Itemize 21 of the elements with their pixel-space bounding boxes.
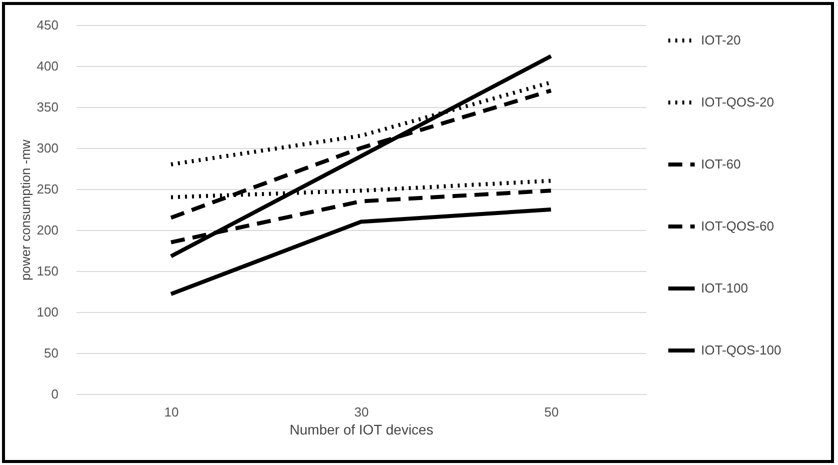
x-tick-label: 30 — [354, 404, 369, 420]
y-tick-label: 200 — [36, 222, 58, 238]
y-tick-label: 350 — [36, 100, 58, 114]
legend-label: IOT-100 — [701, 280, 748, 296]
x-axis-title: Number of IOT devices — [290, 422, 434, 438]
y-tick-label: 450 — [36, 18, 58, 32]
y-tick-label: 0 — [51, 386, 58, 402]
legend-label: IOT-20 — [701, 32, 741, 48]
legend-label: IOT-60 — [701, 156, 741, 172]
x-tick-label: 10 — [164, 404, 179, 420]
y-tick-label: 50 — [44, 346, 58, 360]
legend-label: IOT-QOS-100 — [701, 342, 782, 358]
legend-label: IOT-QOS-20 — [701, 94, 774, 110]
y-tick-label: 300 — [36, 140, 58, 156]
x-tick-label: 50 — [544, 404, 559, 420]
legend-label: IOT-QOS-60 — [701, 218, 774, 234]
y-tick-label: 100 — [36, 304, 58, 320]
y-tick-label: 150 — [36, 264, 58, 278]
y-tick-label: 400 — [36, 58, 58, 74]
y-axis-title: power consumption -mw — [18, 138, 33, 280]
y-tick-label: 250 — [36, 182, 58, 196]
